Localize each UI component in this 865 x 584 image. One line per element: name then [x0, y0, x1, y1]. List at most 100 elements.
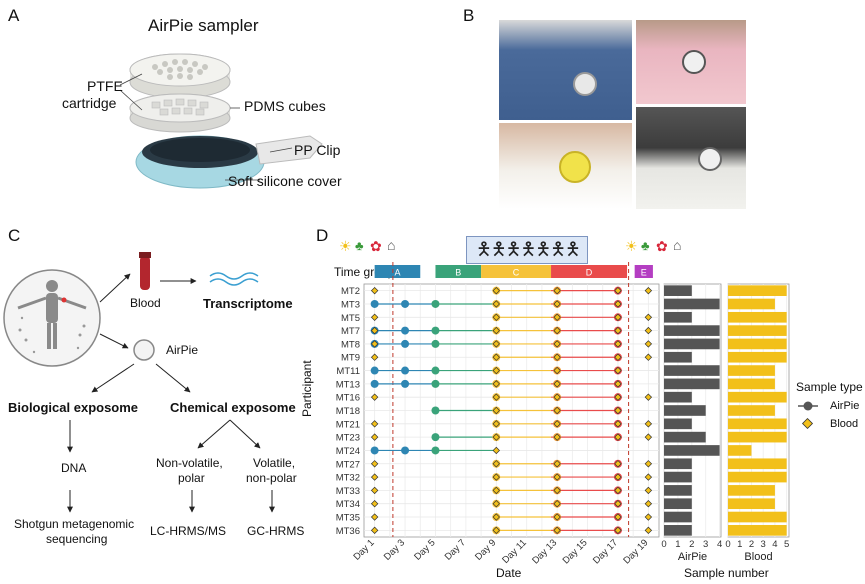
blood-point	[614, 433, 622, 441]
blood-point	[644, 460, 653, 468]
airpie-bars-tick-label: 1	[675, 539, 680, 550]
plant-icon-2: ♣	[641, 238, 650, 253]
airpie-point	[431, 379, 440, 388]
blood-point	[614, 326, 622, 335]
time-group-bar-e	[634, 265, 653, 278]
label-volatile-1: Volatile,	[253, 456, 296, 470]
participant-label: MT32	[336, 473, 360, 484]
participant-label: MT13	[336, 379, 360, 390]
blood-point	[492, 340, 500, 348]
label-pdms-cubes: PDMS cubes	[244, 98, 326, 114]
label-chemical-exposome: Chemical exposome	[170, 400, 296, 415]
airpie-bars-tick-label: 3	[703, 539, 708, 550]
label-biological-exposome: Biological exposome	[8, 400, 139, 415]
participant-label: MT36	[336, 526, 360, 537]
blood-point	[614, 286, 622, 295]
blood-point	[614, 473, 622, 481]
participant-dot-plot: A B C D E MT2 MT3 MT5 MT7 MT8 MT9 MT11 MT13 MT16 MT18 M…	[336, 262, 790, 566]
blood-point	[644, 393, 653, 401]
airpie-bars-bar	[664, 431, 706, 443]
blood-point	[644, 286, 653, 295]
x-tick-label: Day 17	[591, 537, 620, 566]
blood-point	[614, 380, 622, 388]
airpie-bars-bar	[664, 365, 720, 376]
airpie-bars-bar	[664, 418, 692, 430]
blood-point	[553, 380, 561, 388]
blood-point	[553, 473, 561, 481]
participant-label: MT34	[336, 499, 360, 510]
y-axis-label: Participant	[300, 360, 314, 417]
blood-bars-bar	[728, 325, 787, 336]
blood-point	[553, 513, 561, 521]
blood-point	[370, 486, 379, 495]
blood-point	[492, 500, 500, 508]
blood-point	[553, 286, 561, 295]
x-tick-label: Day 9	[473, 537, 498, 562]
blood-point	[492, 460, 500, 468]
blood-point	[553, 366, 561, 375]
blood-point	[370, 473, 379, 481]
label-shotgun-2: sequencing	[46, 532, 108, 546]
panel-a-title: AirPie sampler	[148, 16, 259, 35]
blood-point	[614, 420, 622, 428]
blood-bars-bar	[728, 525, 787, 536]
label-airpie: AirPie	[166, 343, 199, 357]
label-dna: DNA	[61, 461, 87, 475]
airpie-point	[401, 446, 410, 455]
blood-point	[370, 393, 379, 401]
participant-label: MT21	[336, 419, 360, 430]
label-volatile-2: non-polar	[246, 471, 297, 485]
time-group-label-d: D	[586, 268, 593, 278]
blood-point	[553, 460, 561, 468]
airpie-point	[401, 339, 410, 348]
blood-point	[553, 300, 561, 308]
blood-bars-tick-label: 1	[737, 539, 742, 550]
participant-label: MT8	[341, 339, 360, 350]
airpie-bars-bar	[664, 445, 720, 456]
participant-label: MT33	[336, 486, 360, 497]
blood-point	[614, 300, 622, 308]
time-group-bar-d	[551, 265, 628, 278]
blood-bars-bar	[728, 285, 787, 296]
blood-point	[553, 326, 561, 335]
blood-point	[370, 460, 379, 468]
people-group-icon: 🯅🯅🯅🯅🯅🯅🯅	[476, 239, 581, 259]
blood-point	[370, 286, 379, 295]
x-tick-label: Day 13	[530, 537, 559, 566]
airpie-point	[431, 326, 440, 335]
blood-point	[492, 366, 500, 375]
airpie-point	[370, 299, 379, 308]
airpie-bars-bar	[664, 298, 720, 310]
blood-point	[553, 486, 561, 495]
airpie-point	[431, 366, 440, 375]
home-icon: ⌂	[387, 237, 396, 253]
blood-point	[614, 406, 622, 415]
blood-point	[553, 526, 561, 535]
label-nonvolatile-1: Non-volatile,	[156, 456, 223, 470]
blood-bars-axis-label: Blood	[744, 551, 772, 563]
blood-point	[492, 353, 500, 361]
participant-label: MT2	[341, 286, 360, 297]
x-tick-label: Day 5	[412, 537, 437, 562]
airpie-bars-bar	[664, 378, 720, 390]
blood-point	[553, 406, 561, 415]
airpie-point	[431, 406, 440, 415]
blood-point	[370, 353, 379, 361]
blood-point	[492, 326, 500, 335]
participant-label: MT24	[336, 446, 360, 457]
time-group-label-c: C	[513, 268, 520, 278]
participant-label: MT3	[341, 299, 360, 310]
blood-point	[370, 526, 379, 535]
blood-point	[492, 420, 500, 428]
blood-point	[370, 340, 379, 348]
participant-label: MT7	[341, 326, 360, 337]
label-gc-hrms: GC-HRMS	[247, 524, 305, 538]
blood-bars-bar	[728, 431, 787, 443]
time-group-label-a: A	[394, 268, 400, 278]
airpie-point	[370, 366, 379, 375]
label-blood: Blood	[130, 296, 161, 310]
x-tick-label: Day 3	[382, 537, 407, 562]
blood-point	[614, 393, 622, 401]
time-group-bar-c	[481, 265, 552, 278]
blood-point	[553, 340, 561, 348]
